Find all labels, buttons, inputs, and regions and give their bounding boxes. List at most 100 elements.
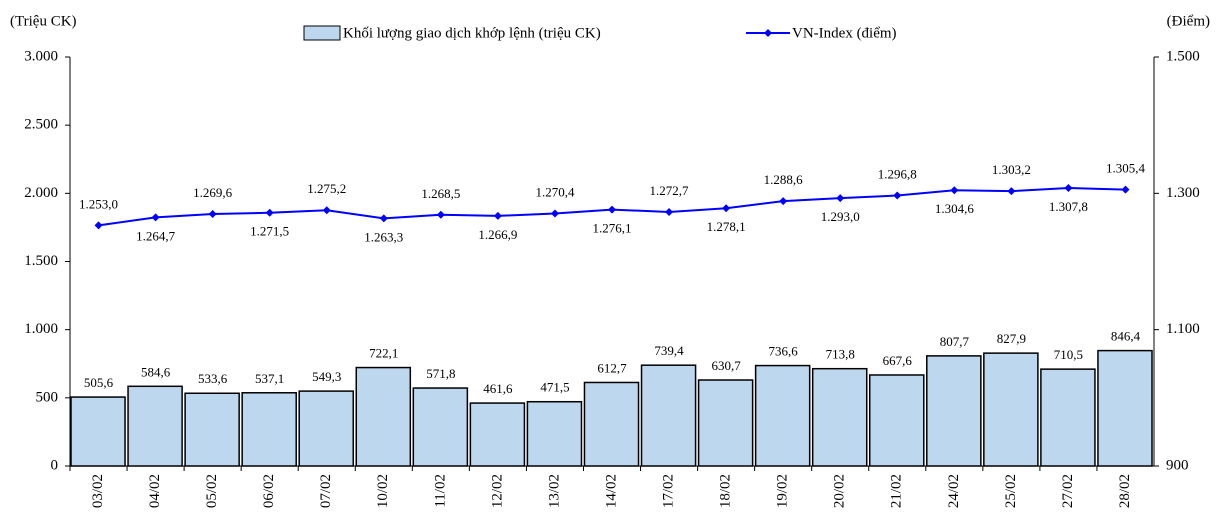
line-label: 1.266,9: [478, 227, 517, 242]
bar: [1040, 368, 1096, 467]
line-label: 1.288,6: [764, 172, 804, 187]
bar-label: 827,9: [997, 331, 1026, 346]
bar: [412, 387, 469, 467]
line-marker: [950, 186, 959, 195]
bar: [583, 381, 640, 467]
y-tick-label: 2.000: [24, 185, 58, 201]
bar-label: 471,5: [540, 380, 569, 395]
line-label: 1.269,6: [193, 185, 233, 200]
line-marker: [665, 207, 674, 216]
line-marker: [1121, 185, 1130, 194]
line-marker: [322, 206, 331, 215]
bar: [926, 355, 982, 467]
legend-swatch: [303, 25, 341, 41]
line-label: 1.303,2: [992, 162, 1031, 177]
line-marker: [836, 194, 845, 203]
bar: [983, 352, 1039, 467]
x-tick-label: 07/02: [318, 474, 334, 508]
bar-label: 630,7: [711, 358, 741, 373]
bar: [754, 364, 811, 467]
line-label: 1.268,5: [421, 186, 460, 201]
y-tick-label: 1.000: [24, 321, 58, 337]
line-marker: [151, 213, 160, 222]
line-marker: [265, 208, 274, 217]
x-tick-label: 20/02: [832, 474, 848, 508]
line-marker: [1064, 184, 1073, 193]
bar: [1097, 349, 1153, 467]
y-tick-label: 1.500: [24, 253, 58, 269]
line-label: 1.305,4: [1106, 161, 1146, 176]
bar: [184, 392, 240, 467]
x-tick-label: 24/02: [946, 474, 962, 508]
line-marker: [379, 214, 388, 223]
line-marker: [208, 210, 217, 219]
bar: [469, 402, 526, 467]
bar: [355, 366, 412, 467]
line-label: 1.276,1: [593, 221, 632, 236]
y-axis-title: (Triệu CK): [10, 13, 77, 29]
x-tick-label: 11/02: [432, 474, 448, 508]
bar: [298, 390, 355, 467]
bar: [697, 379, 754, 467]
bar-label: 710,5: [1054, 347, 1083, 362]
y-tick-label: 500: [36, 389, 59, 405]
x-tick-label: 05/02: [204, 474, 220, 508]
line-label: 1.296,8: [878, 166, 917, 181]
bar-label: 722,1: [369, 346, 398, 361]
x-tick-label: 13/02: [546, 474, 562, 508]
line-marker: [436, 210, 445, 219]
x-tick-label: 03/02: [90, 474, 106, 508]
y2-tick-label: 1.300: [1166, 185, 1200, 201]
y-tick-label: 2.500: [24, 117, 58, 133]
line-marker: [1007, 187, 1016, 196]
line-marker: [779, 197, 788, 206]
line-marker: [722, 204, 731, 213]
bar: [811, 367, 868, 467]
line-marker: [493, 211, 502, 220]
y2-tick-label: 1.100: [1166, 321, 1200, 337]
x-tick-label: 27/02: [1060, 474, 1076, 508]
bar-label: 584,6: [141, 364, 171, 379]
line-marker: [550, 209, 559, 218]
line-label: 1.263,3: [364, 229, 403, 244]
y-tick-label: 3.000: [24, 48, 58, 64]
legend-marker: [764, 29, 772, 37]
bar-label: 739,4: [654, 343, 684, 358]
x-tick-label: 14/02: [603, 474, 619, 508]
line-marker: [893, 191, 902, 200]
bar-label: 713,8: [826, 347, 855, 362]
line-label: 1.275,2: [307, 181, 346, 196]
legend-label: Khối lượng giao dịch khớp lệnh (triệu CK…: [343, 25, 601, 41]
bar-label: 846,4: [1111, 329, 1141, 344]
bar-label: 549,3: [312, 369, 341, 384]
line-label: 1.278,1: [707, 219, 746, 234]
x-tick-label: 21/02: [889, 474, 905, 508]
bar: [526, 400, 583, 467]
y2-tick-label: 1.500: [1166, 48, 1200, 64]
bar-label: 667,6: [883, 353, 913, 368]
x-tick-label: 25/02: [1003, 474, 1019, 508]
bar-label: 571,8: [426, 366, 455, 381]
bar-label: 612,7: [597, 360, 627, 375]
bar-label: 505,6: [84, 375, 114, 390]
line-label: 1.304,6: [935, 201, 975, 216]
x-tick-label: 06/02: [261, 474, 277, 508]
x-tick-label: 10/02: [375, 474, 391, 508]
y2-axis-title: (Điểm): [1167, 13, 1210, 29]
line-marker: [94, 221, 103, 230]
x-tick-label: 17/02: [660, 474, 676, 508]
legend-label: VN-Index (điểm): [792, 25, 897, 41]
x-tick-label: 28/02: [1117, 474, 1133, 508]
bar: [70, 396, 126, 467]
x-tick-label: 18/02: [718, 474, 734, 508]
x-tick-label: 12/02: [489, 474, 505, 508]
y-tick-label: 0: [51, 457, 59, 473]
line-label: 1.253,0: [79, 196, 118, 211]
bar-label: 807,7: [940, 334, 970, 349]
line-label: 1.270,4: [535, 184, 575, 199]
bar: [127, 385, 183, 467]
line-label: 1.271,5: [250, 224, 289, 239]
x-tick-label: 04/02: [147, 474, 163, 508]
line-label: 1.272,7: [650, 183, 690, 198]
